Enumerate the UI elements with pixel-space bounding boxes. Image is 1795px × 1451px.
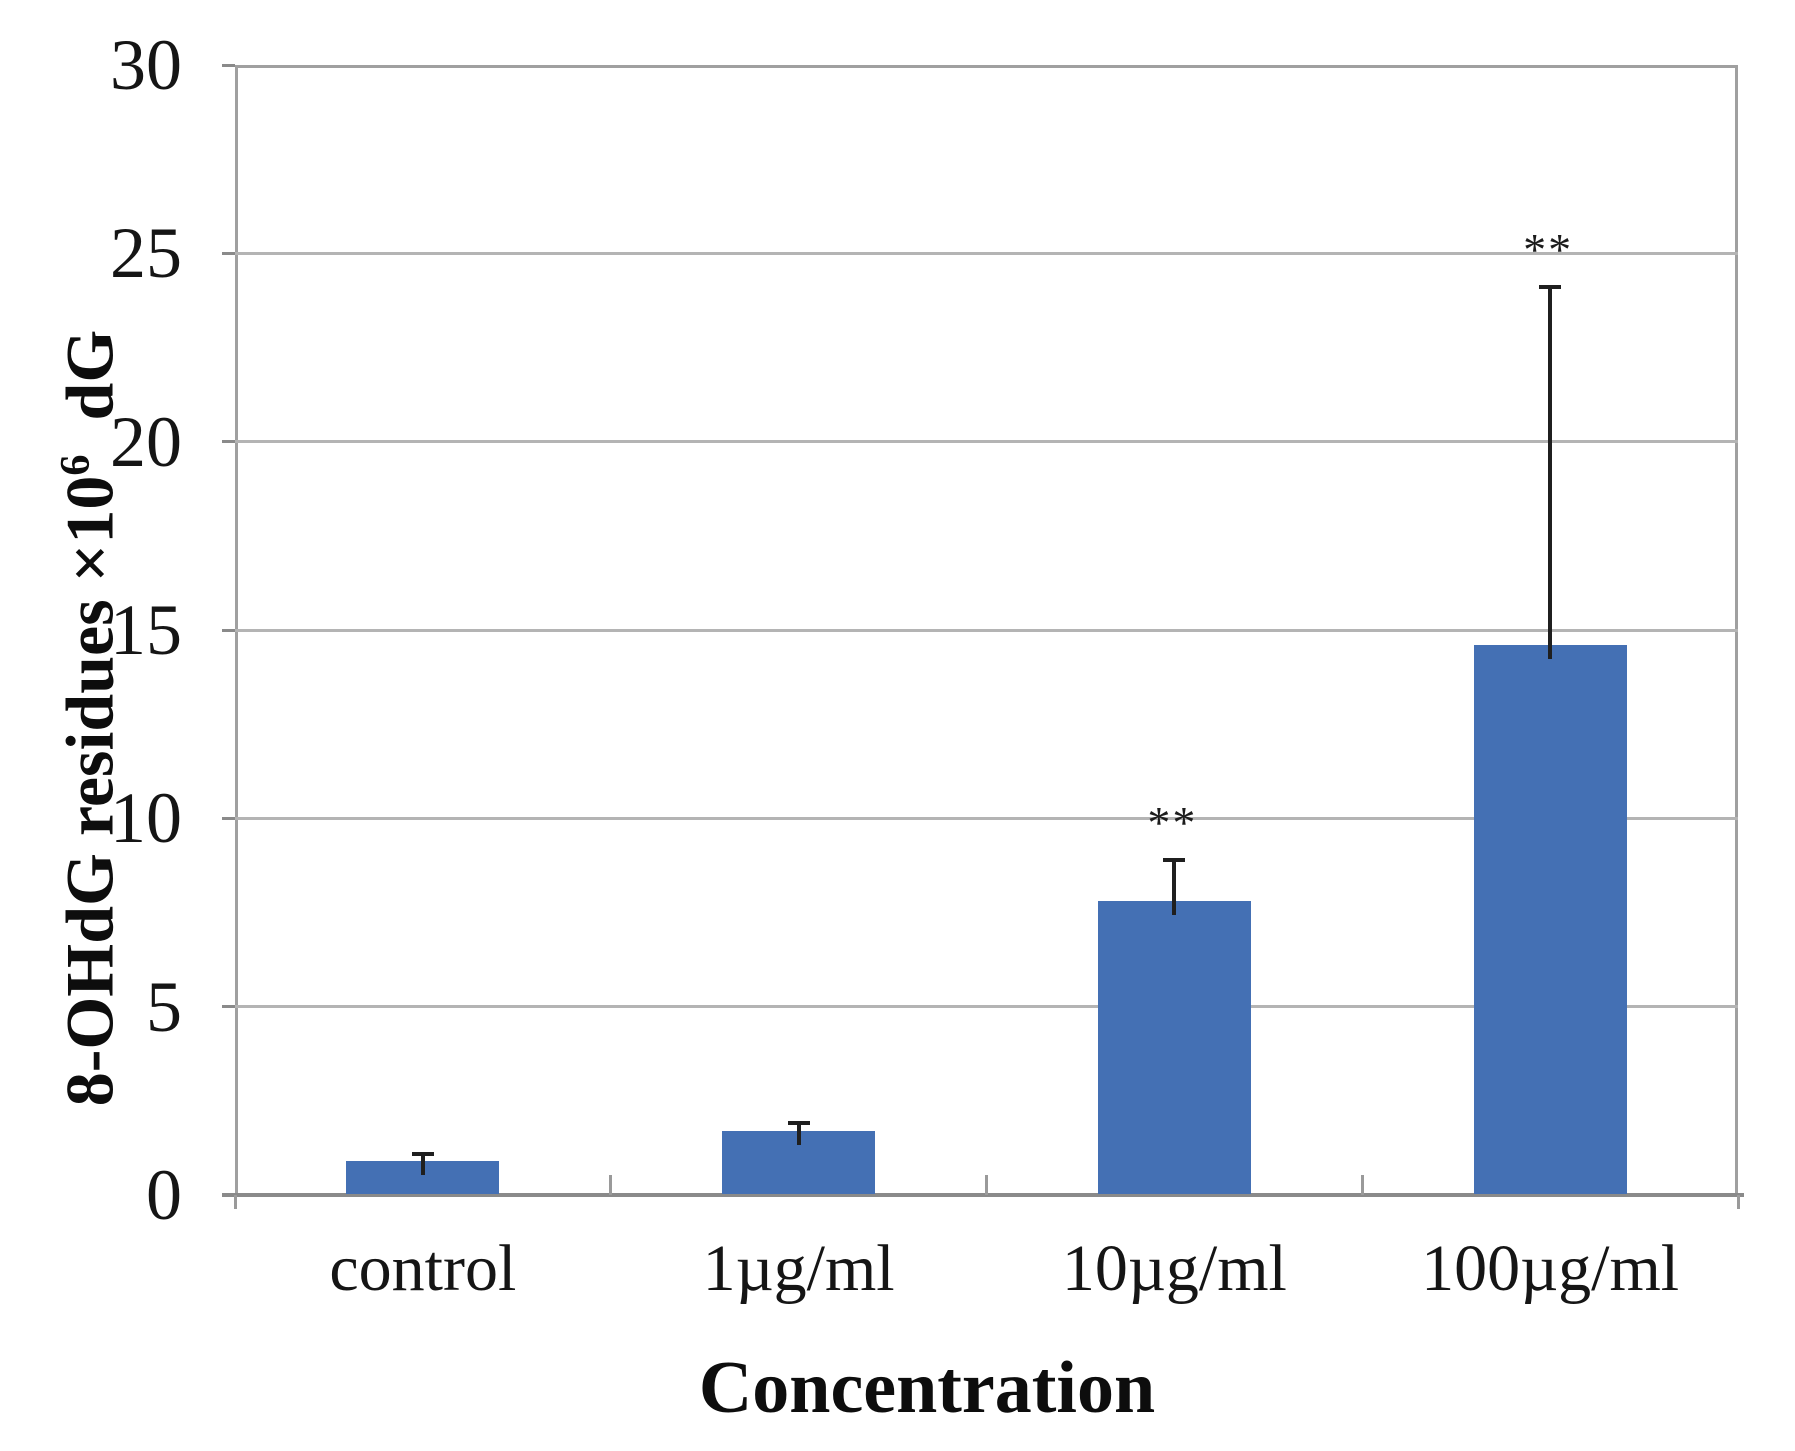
bar-100µg/ml	[1473, 645, 1627, 1194]
x-tick-mark-1	[609, 1175, 613, 1195]
y-tick-mark-30	[222, 63, 235, 67]
error-bar-cap-control	[411, 1151, 434, 1156]
y-tick-label-15: 15	[110, 590, 182, 670]
x-axis-edge-tick-0	[233, 1195, 237, 1209]
x-tick-label-10µg/ml: 10µg/ml	[1061, 1232, 1287, 1305]
x-tick-mark-3	[1360, 1175, 1364, 1195]
y-tick-label-0: 0	[146, 1155, 182, 1235]
y-tick-mark-20	[222, 440, 235, 444]
y-tick-label-25: 25	[110, 213, 182, 294]
error-bar-line-control	[420, 1153, 425, 1176]
y-tick-label-30: 30	[110, 25, 182, 105]
y-axis-title: 8-OHdG residues ×106 dG	[28, 228, 128, 1208]
y-tick-label-20: 20	[110, 401, 182, 482]
error-bar-line-100µg/ml	[1548, 287, 1553, 660]
x-tick-mark-2	[985, 1175, 988, 1195]
x-axis-edge-tick-1	[1736, 1195, 1740, 1209]
y-tick-mark-25	[222, 251, 235, 255]
error-bar-cap-100µg/ml	[1539, 285, 1562, 290]
x-tick-label-control: control	[329, 1232, 517, 1305]
error-bar-cap-10µg/ml	[1163, 857, 1186, 862]
y-tick-label-10: 10	[110, 778, 182, 859]
y-tick-label-5: 5	[146, 966, 182, 1047]
plot-area	[235, 65, 1738, 1195]
x-tick-label-1µg/ml: 1µg/ml	[702, 1232, 895, 1305]
gridline-y-25	[235, 251, 1738, 255]
x-tick-label-100µg/ml: 100µg/ml	[1421, 1232, 1680, 1305]
y-tick-mark-5	[222, 1005, 235, 1009]
y-tick-mark-10	[222, 816, 235, 820]
error-bar-line-1µg/ml	[796, 1123, 801, 1145]
error-bar-cap-1µg/ml	[787, 1121, 810, 1126]
bar-10µg/ml	[1097, 901, 1251, 1194]
error-bar-line-10µg/ml	[1172, 859, 1177, 916]
significance-marker-100µg/ml: **	[1523, 224, 1574, 276]
x-axis-line	[222, 1193, 1744, 1197]
x-axis-title: Concentration	[698, 1347, 1156, 1429]
significance-marker-10µg/ml: **	[1147, 796, 1198, 848]
gridline-y-5	[235, 1005, 1738, 1009]
y-tick-mark-15	[222, 628, 235, 632]
gridline-y-15	[235, 628, 1738, 632]
gridline-y-10	[235, 816, 1738, 820]
gridline-y-20	[235, 440, 1738, 444]
